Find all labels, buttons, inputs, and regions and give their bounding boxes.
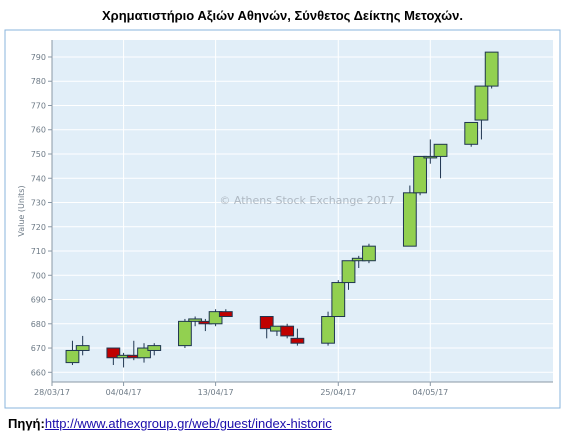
chart-watermark: © Athens Stock Exchange 2017 (219, 194, 394, 207)
candle (75, 335, 90, 356)
candle-body (433, 143, 448, 157)
candle-body (280, 325, 295, 337)
y-tick-label: 700 (31, 271, 46, 280)
candle (413, 155, 427, 196)
x-tick-label: 13/04/17 (198, 388, 234, 397)
candle-body (474, 85, 489, 121)
candle (290, 328, 305, 346)
candle (484, 51, 499, 89)
candle-body (188, 318, 203, 322)
candle (178, 318, 192, 349)
y-tick-label: 720 (31, 223, 46, 232)
source-label: Πηγή: (8, 416, 45, 431)
candle-body (464, 121, 479, 145)
y-axis: 660 670 680 690 700 710 720 730 740 750 760 770 780 7… (31, 53, 52, 377)
candle (362, 243, 376, 264)
source-link[interactable]: http://www.athexgroup.gr/web/guest/index… (44, 416, 332, 431)
candle-body (147, 345, 162, 351)
y-tick-label: 740 (31, 174, 46, 183)
candle-body (259, 316, 274, 330)
candle-body (137, 347, 151, 359)
candle-body (484, 51, 499, 87)
x-tick-label: 28/03/17 (34, 388, 70, 397)
candle-body (321, 316, 335, 344)
candle-body (413, 155, 427, 194)
candles (65, 51, 499, 368)
candle-body (178, 320, 192, 347)
y-tick-label: 790 (31, 53, 46, 62)
candle-body (402, 192, 417, 247)
candle (464, 121, 479, 147)
candle (402, 185, 417, 247)
candle (474, 85, 489, 140)
candle (65, 340, 80, 366)
y-tick-label: 770 (31, 101, 46, 110)
y-tick-label: 690 (31, 296, 46, 305)
candle (218, 309, 233, 318)
y-tick-label: 680 (31, 320, 46, 329)
candle (280, 323, 295, 339)
candle (106, 347, 121, 366)
candle (341, 260, 356, 290)
y-tick-label: 670 (31, 344, 46, 353)
y-tick-label: 730 (31, 199, 46, 208)
candle-body (331, 282, 346, 318)
candle (147, 343, 162, 356)
candle-body (362, 245, 376, 262)
y-axis-label: Value (Units) (17, 185, 26, 236)
candle (259, 316, 274, 339)
candle-body (208, 311, 223, 325)
grid (51, 40, 553, 382)
candle-body (218, 311, 233, 318)
y-tick-label: 710 (31, 247, 46, 256)
candle (423, 139, 438, 164)
candle (208, 309, 223, 327)
candle (137, 343, 151, 363)
candle (188, 316, 203, 327)
chart-title: Χρηματιστήριο Αξιών Αθηνών, Σύνθετος Δεί… (101, 8, 464, 23)
candle-body (341, 260, 356, 284)
candle-body (290, 337, 305, 344)
y-tick-label: 660 (31, 368, 46, 377)
candle (321, 311, 335, 346)
candle-body (106, 347, 121, 359)
candle-body (75, 345, 90, 351)
candle (331, 280, 346, 318)
candle-body (423, 155, 438, 159)
source-line: Πηγή:http://www.athexgroup.gr/web/guest/… (8, 416, 332, 431)
x-axis: 28/03/17 04/04/17 13/04/17 25/04/17 04/05/17 (34, 382, 448, 397)
candle (433, 143, 448, 179)
plot-area (52, 40, 553, 382)
y-tick-label: 750 (31, 150, 46, 159)
x-tick-label: 25/04/17 (320, 388, 356, 397)
x-tick-label: 04/04/17 (106, 388, 142, 397)
x-tick-label: 04/05/17 (412, 388, 448, 397)
candle-body (65, 349, 80, 364)
y-tick-label: 760 (31, 126, 46, 135)
y-tick-label: 780 (31, 77, 46, 86)
